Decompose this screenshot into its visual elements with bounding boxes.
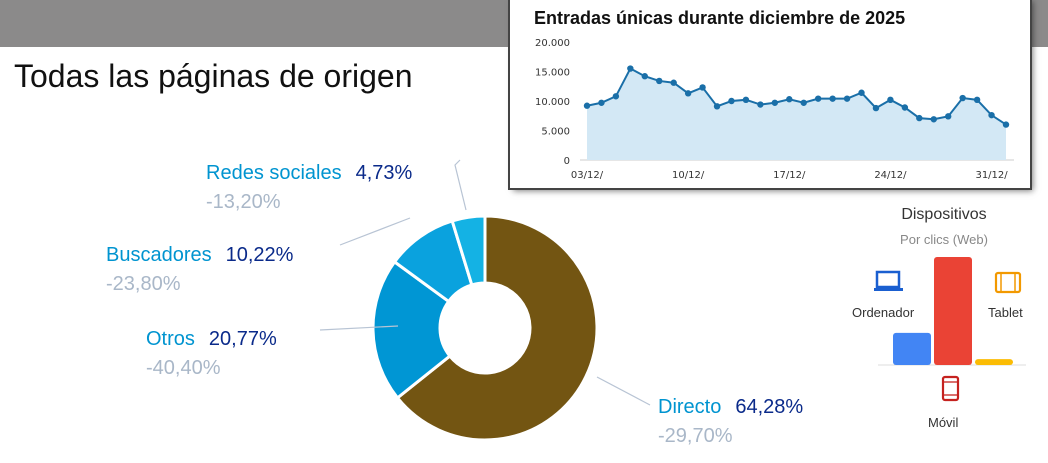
label-redes: Redes sociales 4,73% -13,20% (206, 162, 413, 213)
data-point (814, 95, 822, 102)
data-point (641, 73, 648, 80)
page-title: Todas las páginas de origen (14, 58, 413, 94)
area-fill (587, 68, 1006, 160)
data-point (656, 77, 663, 85)
data-point (684, 90, 692, 97)
label-buscadores: Buscadores 10,22% -23,80% (106, 244, 294, 295)
data-point (699, 84, 706, 91)
data-point (786, 96, 793, 103)
x-tick-label: 17/12/ (773, 170, 806, 181)
data-point (945, 113, 952, 120)
devices-label-tablet: Tablet (988, 305, 1023, 320)
leader-line (339, 217, 411, 246)
label-otros: Otros 20,77% -40,40% (146, 328, 277, 379)
data-point (728, 97, 735, 105)
y-tick-label: 20.000 (535, 38, 570, 49)
data-point (757, 101, 764, 108)
x-tick-label: 31/12/ (975, 170, 1008, 181)
data-point (713, 103, 721, 110)
data-point (1002, 121, 1010, 128)
data-point (598, 99, 605, 106)
data-point (627, 65, 634, 72)
label-directo: Directo 64,28% -29,70% (658, 396, 804, 447)
devices-subtitle: Por clics (Web) (900, 232, 988, 247)
slice-directo (395, 214, 599, 442)
devices-title: Dispositivos (901, 206, 987, 223)
leader-line (454, 159, 467, 211)
bar-ordenador (893, 332, 931, 365)
data-point (583, 102, 591, 109)
data-point (858, 89, 865, 96)
data-point (872, 104, 880, 112)
devices-label-movil: Móvil (928, 415, 959, 430)
slice-otros (371, 259, 452, 400)
data-point (670, 79, 677, 86)
data-point (829, 95, 836, 102)
data-point (800, 99, 807, 106)
mobile-icon (941, 375, 960, 402)
data-point (771, 99, 779, 106)
data-point (973, 96, 981, 104)
data-point (930, 116, 937, 123)
x-tick-label: 03/12/ (571, 170, 604, 181)
slice-redes-sociales (450, 214, 487, 287)
x-tick-label: 24/12/ (874, 170, 907, 181)
data-point (742, 96, 750, 104)
data-point (916, 114, 923, 122)
leader-line (319, 325, 399, 331)
y-tick-label: 5.000 (541, 127, 570, 138)
y-tick-label: 0 (564, 156, 570, 167)
data-point (988, 111, 995, 119)
y-tick-label: 10.000 (535, 97, 570, 108)
data-point (959, 94, 966, 102)
devices-label-ordenador: Ordenador (852, 305, 915, 320)
tablet-icon (994, 271, 1022, 294)
leader-line (596, 376, 651, 406)
line-chart-title: Entradas únicas durante diciembre de 202… (534, 8, 906, 28)
data-point (843, 95, 851, 102)
data-point (612, 93, 620, 100)
y-tick-label: 15.000 (535, 68, 570, 79)
bar-tablet (975, 359, 1013, 365)
laptop-icon (874, 270, 903, 291)
devices-chart: Dispositivos Por clics (Web) Ordenador M… (840, 200, 1048, 440)
daily-entries-chart: Entradas únicas durante diciembre de 202… (510, 0, 1030, 188)
data-point (901, 104, 909, 111)
bar-móvil (934, 257, 972, 365)
data-point (887, 96, 894, 104)
x-tick-label: 10/12/ (672, 170, 705, 181)
